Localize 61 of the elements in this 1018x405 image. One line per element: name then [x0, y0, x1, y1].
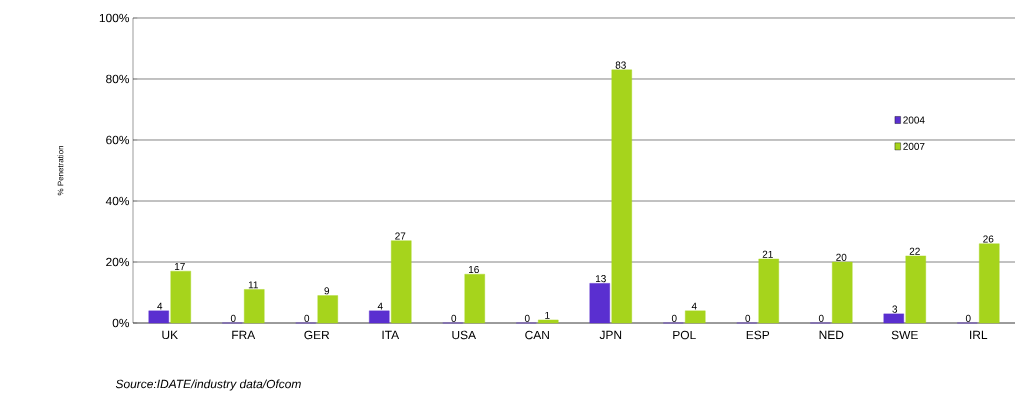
data-label: 0	[671, 314, 677, 322]
x-tick-label: SWE	[891, 330, 918, 340]
bar	[391, 240, 412, 324]
bar	[369, 310, 390, 324]
bar	[589, 283, 610, 324]
data-label: 0	[524, 314, 530, 322]
data-label: 0	[965, 314, 971, 322]
data-label: 0	[451, 314, 457, 322]
bar	[979, 243, 1000, 324]
legend-label: 2007	[903, 142, 925, 150]
data-label: 1	[545, 311, 550, 319]
x-tick-label: JPN	[599, 330, 622, 340]
x-tick-label: CAN	[525, 330, 549, 340]
x-tick-label: GER	[304, 330, 330, 340]
data-label: 0	[818, 314, 824, 322]
legend-label: 2004	[903, 116, 925, 124]
data-label: 0	[304, 314, 310, 322]
x-tick-label: ESP	[746, 330, 770, 340]
x-tick-label: ITA	[382, 330, 400, 339]
data-label: 0	[745, 314, 751, 322]
x-tick-label: FRA	[232, 330, 256, 339]
y-tick-label: 100%	[99, 13, 130, 23]
x-tick-label: NED	[819, 330, 844, 339]
source-note: Source:IDATE/industry data/Ofcom	[115, 379, 301, 391]
y-tick-label: 40%	[105, 196, 130, 206]
bar	[832, 261, 853, 324]
data-label: 22	[909, 247, 920, 255]
data-label: 27	[395, 232, 406, 240]
data-label: 13	[595, 275, 606, 283]
data-label: 3	[892, 305, 898, 313]
x-tick-label: UK	[162, 330, 178, 340]
data-label: 4	[377, 302, 383, 310]
bar	[685, 310, 706, 324]
bar	[758, 258, 779, 324]
bar	[538, 319, 559, 324]
data-label: 11	[248, 281, 258, 289]
y-tick-label: 0%	[112, 318, 130, 328]
bar	[611, 69, 632, 324]
x-tick-label: POL	[673, 330, 696, 340]
y-tick-label: 80%	[106, 74, 130, 84]
bar	[464, 274, 485, 324]
data-label: 16	[468, 265, 479, 273]
data-label: 83	[615, 61, 626, 69]
data-label: 20	[836, 253, 847, 261]
bar	[883, 313, 904, 324]
data-label: 26	[983, 235, 994, 243]
bar	[905, 255, 926, 324]
bar	[148, 310, 169, 324]
data-label: 4	[691, 302, 697, 310]
x-tick-label: IRL	[970, 330, 988, 339]
bar	[170, 270, 191, 324]
data-label: 4	[157, 302, 163, 310]
x-tick-label: USA	[452, 330, 477, 340]
data-label: 17	[174, 263, 185, 270]
data-label: 9	[324, 287, 330, 295]
bar	[317, 295, 338, 324]
y-tick-label: 60%	[106, 135, 130, 145]
data-label: 0	[230, 314, 236, 322]
data-label: 21	[762, 250, 773, 258]
y-tick-label: 20%	[106, 257, 130, 267]
bar	[244, 289, 265, 324]
